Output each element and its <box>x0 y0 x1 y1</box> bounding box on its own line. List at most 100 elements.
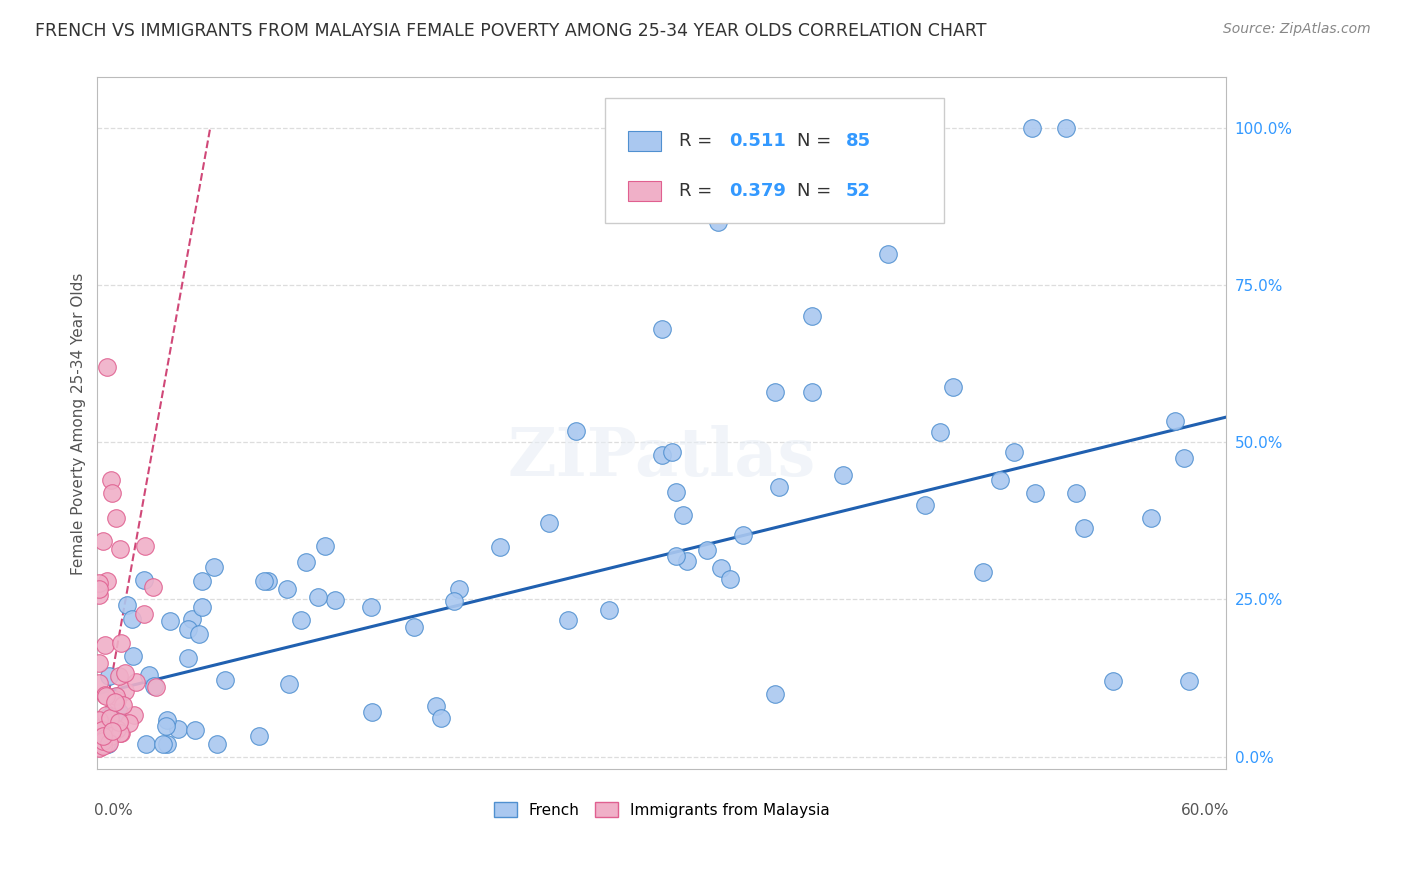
Point <box>97 737 120 751</box>
Point <box>135 737 157 751</box>
Point <box>972 565 994 579</box>
Point <box>990 473 1012 487</box>
Point <box>763 687 786 701</box>
Point <box>425 699 447 714</box>
Legend: French, Immigrants from Malaysia: French, Immigrants from Malaysia <box>488 796 837 824</box>
Point <box>191 574 214 588</box>
Point <box>443 594 465 608</box>
Point <box>105 692 128 706</box>
Point <box>93 731 115 745</box>
Point <box>134 540 156 554</box>
Point <box>91 734 114 748</box>
Point <box>114 666 136 681</box>
Point <box>110 636 132 650</box>
Point <box>125 675 148 690</box>
Point <box>276 582 298 597</box>
Point <box>404 620 426 634</box>
Point <box>96 574 118 588</box>
Point <box>876 246 898 260</box>
Text: 0.511: 0.511 <box>730 131 786 150</box>
Point <box>257 574 280 588</box>
Point <box>97 669 120 683</box>
Point <box>1064 485 1087 500</box>
Point <box>122 648 145 663</box>
Text: Source: ZipAtlas.com: Source: ZipAtlas.com <box>1223 22 1371 37</box>
Point <box>914 498 936 512</box>
Point <box>89 656 111 670</box>
Point <box>100 473 122 487</box>
Point <box>832 467 855 482</box>
Point <box>1163 414 1185 428</box>
Point <box>118 716 141 731</box>
Point <box>156 713 179 727</box>
Point <box>247 729 270 743</box>
Point <box>112 698 135 712</box>
Point <box>94 737 117 751</box>
Point <box>142 580 165 594</box>
Point <box>672 508 695 523</box>
Point <box>107 722 129 736</box>
Point <box>89 734 111 748</box>
Point <box>205 737 228 751</box>
Point <box>537 516 560 531</box>
Point <box>1173 451 1195 466</box>
Point <box>177 622 200 636</box>
Point <box>98 708 121 723</box>
Point <box>665 485 688 500</box>
Point <box>253 574 276 589</box>
Point <box>108 726 131 740</box>
Point <box>1177 674 1199 689</box>
Point <box>1021 120 1043 135</box>
Point <box>565 424 588 438</box>
Point <box>361 705 384 719</box>
Point <box>107 669 129 683</box>
Point <box>100 729 122 743</box>
Point <box>105 510 128 524</box>
Point <box>101 723 124 738</box>
Point <box>557 614 579 628</box>
Point <box>177 650 200 665</box>
Point <box>1140 510 1163 524</box>
Point <box>91 729 114 743</box>
Point <box>430 711 453 725</box>
Point <box>1054 120 1077 135</box>
Text: R =: R = <box>679 183 717 201</box>
Point <box>104 721 127 735</box>
Point <box>718 572 741 586</box>
Point <box>181 612 204 626</box>
Point <box>156 737 179 751</box>
Point <box>96 690 118 704</box>
Point <box>307 591 329 605</box>
Point <box>651 322 673 336</box>
Point <box>598 603 620 617</box>
FancyBboxPatch shape <box>628 130 661 151</box>
Point <box>96 737 118 751</box>
Point <box>94 708 117 723</box>
Point <box>91 738 114 752</box>
Point <box>731 528 754 542</box>
Point <box>360 600 382 615</box>
Point <box>152 737 174 751</box>
Point <box>187 627 209 641</box>
Point <box>98 710 121 724</box>
Point <box>184 723 207 737</box>
Point <box>214 673 236 687</box>
Point <box>134 607 156 621</box>
Point <box>929 425 952 439</box>
Point <box>145 680 167 694</box>
Point <box>93 718 115 732</box>
Point <box>768 480 790 494</box>
Point <box>155 718 177 732</box>
Point <box>104 695 127 709</box>
Point <box>661 445 683 459</box>
Point <box>1004 445 1026 459</box>
Y-axis label: Female Poverty Among 25-34 Year Olds: Female Poverty Among 25-34 Year Olds <box>72 272 86 574</box>
Point <box>110 726 132 740</box>
Point <box>97 736 120 750</box>
Point <box>134 573 156 587</box>
Point <box>96 359 118 374</box>
Point <box>202 559 225 574</box>
Point <box>801 310 824 324</box>
Point <box>94 639 117 653</box>
Point <box>942 380 965 394</box>
